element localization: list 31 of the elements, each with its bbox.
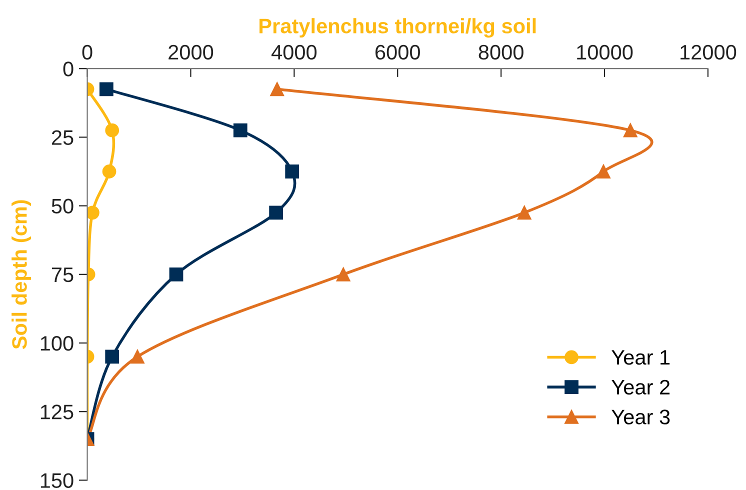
point [169, 267, 184, 282]
y-tick-label: 150 [40, 473, 74, 488]
point [130, 350, 144, 364]
x-tick-label: 2000 [168, 44, 214, 60]
y-axis-title: Soil depth (cm) [12, 200, 31, 350]
point [105, 350, 120, 364]
y-tick-label: 25 [52, 130, 74, 145]
point [336, 267, 350, 282]
x-tick-label: 8000 [478, 44, 524, 60]
point [517, 206, 532, 220]
x-tick-label: 6000 [376, 44, 420, 60]
point [623, 123, 638, 138]
x-axis-title: Pratylenchus thornei/kg soil [260, 18, 536, 38]
point [270, 82, 284, 96]
legend-label: Year 3 [612, 410, 670, 424]
y-tick-label: 125 [40, 404, 74, 420]
y-tick-label: 100 [40, 336, 74, 351]
y-tick-label: 50 [52, 198, 74, 214]
y-tick-label: 75 [52, 268, 74, 282]
point [285, 164, 300, 178]
point [596, 164, 610, 178]
y-tick-label: 0 [63, 62, 74, 76]
point [233, 123, 248, 138]
x-tick-label: 10000 [577, 44, 633, 60]
x-tick-label: 4000 [271, 44, 317, 60]
point [99, 82, 114, 96]
x-tick-label: 12000 [680, 44, 736, 60]
legend-label: Year 2 [612, 380, 670, 395]
legend-label: Year 1 [612, 350, 670, 365]
x-tick-label: 0 [82, 44, 92, 60]
point [269, 206, 284, 220]
